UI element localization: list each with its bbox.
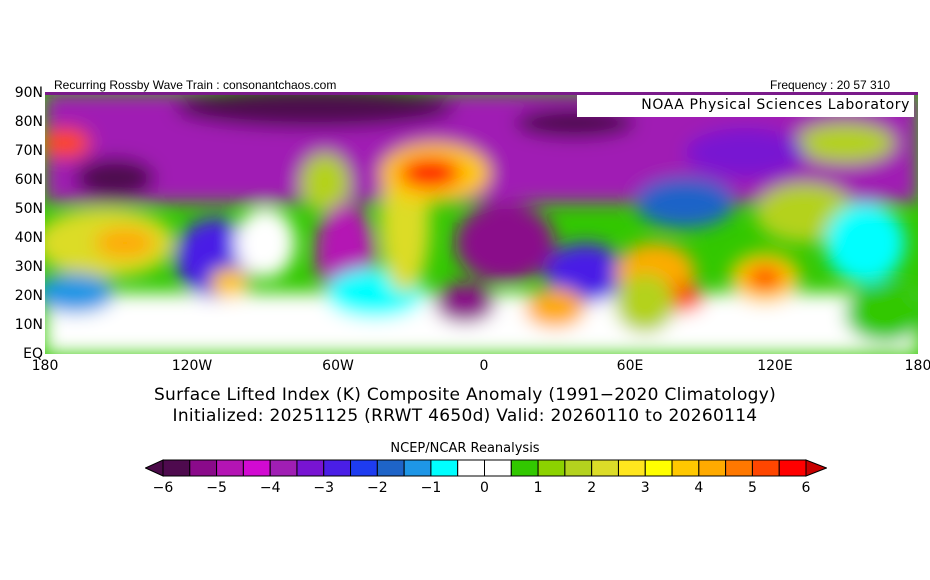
colorbar-swatch [457, 459, 486, 477]
colorbar-swatch [296, 459, 325, 477]
noaa-psl-label: NOAA Physical Sciences Laboratory [577, 95, 914, 117]
frequency-label: Frequency : 20 57 310 [770, 78, 891, 92]
colorbar-label: −4 [259, 480, 281, 496]
lat-label: 60N [14, 172, 43, 188]
colorbar-swatch [376, 459, 405, 477]
colorbar-swatch [564, 459, 593, 477]
colorbar-swatch [403, 459, 432, 477]
lat-label: 80N [14, 114, 43, 130]
colorbar-swatch [323, 459, 352, 477]
colorbar-label: 6 [801, 480, 811, 496]
lon-label: 60E [616, 358, 644, 374]
colorbar-swatch [725, 459, 753, 477]
colorbar-swatch [671, 459, 700, 477]
colorbar-label: −5 [206, 480, 227, 496]
lat-label: EQ [23, 346, 43, 362]
lat-label: 10N [14, 317, 43, 333]
colorbar-swatch [537, 459, 566, 477]
colorbar-label: −6 [152, 480, 174, 496]
colorbar-label: 4 [694, 480, 704, 496]
colorbar-swatch [644, 459, 673, 477]
lon-label: 180 [904, 358, 930, 374]
lon-label: 120E [757, 358, 793, 374]
colorbar-label: −3 [313, 480, 335, 496]
colorbar-swatch [242, 459, 271, 477]
colorbar-swatch [617, 459, 646, 477]
colorbar-title: NCEP/NCAR Reanalysis [390, 441, 540, 456]
colorbar-label: −2 [367, 480, 388, 496]
colorbar-swatch [778, 459, 807, 477]
lon-label: 180 [31, 358, 59, 374]
colorbar-swatch [510, 459, 539, 477]
lat-label: 30N [14, 259, 43, 275]
map-title: Surface Lifted Index (K) Composite Anoma… [153, 385, 777, 405]
colorbar-swatch [698, 459, 727, 477]
source-note: Recurring Rossby Wave Train : consonantc… [54, 78, 337, 92]
colorbar-label: 5 [747, 480, 757, 496]
colorbar-swatch [484, 459, 512, 477]
colorbar-swatch [350, 459, 378, 477]
map-subtitle: Initialized: 20251125 (RRWT 4650d) Valid… [172, 406, 758, 426]
colorbar-label: −1 [420, 480, 442, 496]
anomaly-field [45, 93, 918, 354]
lat-label: 20N [14, 288, 43, 304]
colorbar-swatch [591, 459, 619, 477]
lat-label: 40N [14, 230, 43, 246]
colorbar-swatch [751, 459, 780, 477]
colorbar-swatch [216, 459, 244, 477]
lon-label: 120W [171, 358, 213, 374]
lon-label: 0 [479, 358, 489, 374]
lon-label: 60W [322, 358, 354, 374]
colorbar-label: 2 [587, 480, 597, 496]
map-top-border [45, 92, 918, 95]
colorbar-under-arrow [145, 459, 164, 477]
lat-label: 50N [14, 201, 43, 217]
colorbar-label: 0 [480, 480, 489, 496]
lat-label: 70N [14, 143, 43, 159]
colorbar-swatch [189, 459, 218, 477]
colorbar-over-arrow [805, 459, 827, 477]
colorbar [145, 459, 827, 477]
colorbar-swatch [162, 459, 191, 477]
colorbar-label: 3 [640, 480, 650, 496]
lifted-index-anomaly-map [45, 93, 918, 354]
colorbar-label: 1 [533, 480, 543, 496]
colorbar-swatch [430, 459, 459, 477]
colorbar-swatch [269, 459, 298, 477]
lat-label: 90N [14, 85, 43, 101]
